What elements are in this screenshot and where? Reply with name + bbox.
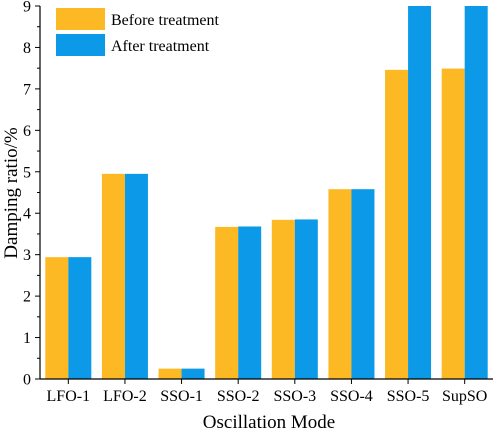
y-tick-label: 2 [23,289,31,306]
bar-before-sso-1 [158,368,182,379]
y-tick-label: 9 [23,0,31,16]
axes-layer: 0 1 2 3 4 5 6 7 8 9 LFO-1 LFO-2 SSO-1 SSO-2 SSO-3 SSO-4… [23,0,493,405]
x-tick-label: SupSO [442,388,487,405]
bar-before-lfo-2 [101,173,125,379]
bar-after-lfo-1 [68,257,92,379]
bar-after-sso-2 [238,226,262,379]
legend-label-before: Before treatment [111,12,220,29]
y-tick-label: 1 [23,330,31,347]
bar-after-sso-1 [181,368,205,379]
x-tick-label: SSO-5 [387,388,430,405]
x-tick-label: SSO-1 [160,388,203,405]
legend-label-after: After treatment [111,38,210,55]
x-tick-label: SSO-4 [330,388,373,405]
bar-after-sso-3 [294,219,318,379]
bar-after-sso-4 [351,189,375,379]
legend: Before treatment After treatment [56,8,220,56]
legend-swatch-after [56,34,105,56]
bar-before-supso [441,68,465,379]
y-tick-label: 7 [23,81,31,98]
bar-before-sso-3 [271,219,295,379]
y-tick-label: 3 [23,247,31,264]
bar-after-supso [464,6,488,379]
bar-after-lfo-2 [124,173,148,379]
bar-before-sso-4 [328,189,352,379]
bar-before-sso-2 [215,226,239,379]
y-tick-label: 0 [23,372,31,389]
x-tick-label: SSO-3 [273,388,316,405]
bar-before-sso-5 [385,69,409,379]
y-tick-label: 5 [23,164,31,181]
legend-swatch-before [56,8,105,30]
y-tick-label: 6 [23,123,31,140]
y-tick-label: 4 [23,206,31,223]
x-tick-label: SSO-2 [217,388,260,405]
x-tick-label: LFO-2 [103,388,147,405]
x-axis-title: Oscillation Mode [203,412,335,433]
bars-layer [45,6,488,379]
bar-before-lfo-1 [45,257,69,379]
x-tick-label: LFO-1 [47,388,91,405]
y-axis-title: Damping ratio/% [1,127,22,259]
bar-after-sso-5 [408,6,432,379]
y-tick-label: 8 [23,40,31,57]
